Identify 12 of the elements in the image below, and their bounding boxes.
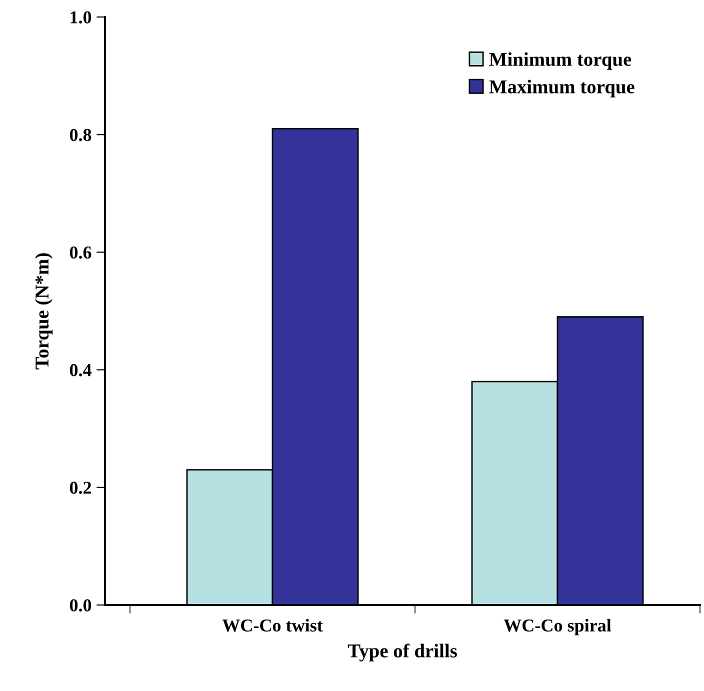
y-tick-label: 0.2: [70, 482, 92, 494]
text: 1.0: [70, 11, 92, 24]
y-tick-label: 0.6: [70, 246, 92, 259]
text: 0.0: [70, 599, 92, 612]
legend-label: Minimum torque: [489, 52, 632, 70]
y-tick-label: 0.4: [70, 364, 92, 376]
legend-label: Maximum torque: [489, 80, 634, 98]
x-axis-title: Type of drills: [348, 644, 457, 662]
y-tick-label: 0.8: [70, 128, 92, 142]
x-tick-label: WC-Co twist: [222, 618, 323, 632]
y-axis-title: Torque (N*m): [34, 253, 53, 370]
x-tick-label: WC-Co spiral: [504, 618, 612, 636]
